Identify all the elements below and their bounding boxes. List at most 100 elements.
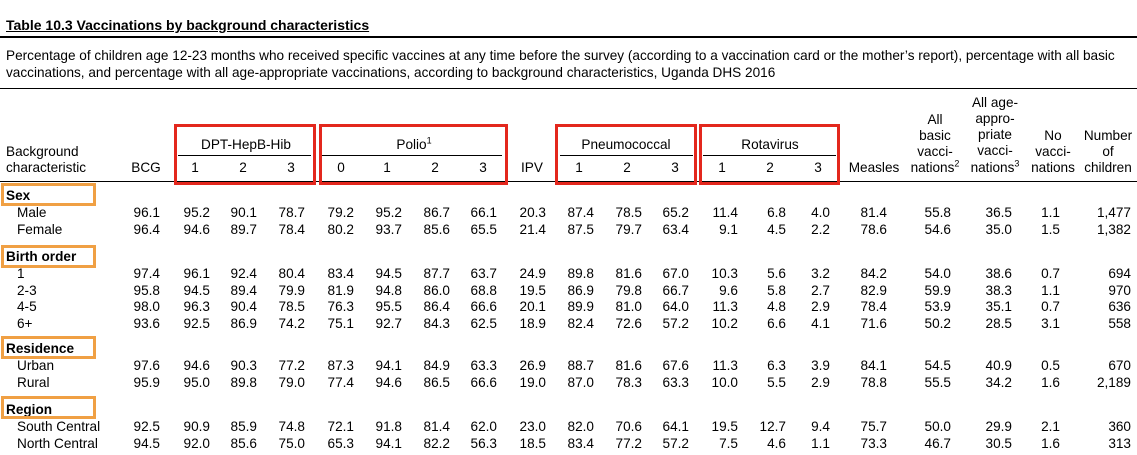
table-cell: 86.7 bbox=[423, 205, 450, 220]
title-rule bbox=[0, 36, 1137, 38]
header-no-vacc-line: nations bbox=[1031, 160, 1075, 175]
table-cell: 74.2 bbox=[278, 315, 305, 331]
table-cell: 93.6 bbox=[133, 315, 160, 331]
row-label: Female bbox=[17, 221, 63, 237]
table-cell: 35.1 bbox=[985, 299, 1012, 314]
table-cell: 89.8 bbox=[230, 374, 257, 390]
table-cell: 54.5 bbox=[924, 358, 951, 373]
table-title: Table 10.3 Vaccinations by background ch… bbox=[6, 17, 370, 33]
row-label: 4-5 bbox=[17, 299, 37, 314]
table-cell: 63.3 bbox=[470, 358, 497, 373]
table-cell: 68.8 bbox=[470, 282, 497, 298]
table-cell: 34.2 bbox=[985, 374, 1012, 390]
table-cell: 81.6 bbox=[615, 358, 642, 373]
table-cell: 81.0 bbox=[615, 299, 642, 314]
header-all-age-line: nations3 bbox=[970, 158, 1020, 175]
table-cell: 85.6 bbox=[230, 435, 257, 451]
pneumococcal-highlight-box bbox=[555, 124, 697, 185]
header-dpt-dose: 1 bbox=[191, 160, 199, 175]
table-cell: 85.9 bbox=[230, 419, 257, 434]
table-cell: 79.9 bbox=[278, 282, 305, 298]
header-rota-dose: 1 bbox=[718, 160, 726, 175]
row-label: 1 bbox=[17, 266, 25, 281]
header-number-line: of bbox=[1102, 144, 1114, 159]
table-cell: 6.8 bbox=[767, 205, 786, 220]
table-cell: 81.4 bbox=[423, 419, 450, 434]
table-cell: 12.7 bbox=[759, 419, 786, 434]
table-cell: 11.4 bbox=[712, 205, 738, 220]
header-group-rotavirus: Rotavirus bbox=[741, 137, 799, 152]
table-cell: 1,382 bbox=[1096, 221, 1131, 237]
table-cell: 82.4 bbox=[567, 315, 594, 331]
table-cell: 78.6 bbox=[860, 221, 887, 237]
table-cell: 19.0 bbox=[519, 374, 546, 390]
rotavirus-underline bbox=[703, 155, 836, 156]
section-header: Birth order bbox=[6, 249, 77, 264]
table-cell: 72.6 bbox=[615, 315, 642, 331]
header-group-dpt: DPT-HepB-Hib bbox=[201, 137, 291, 152]
table-cell: 4.1 bbox=[811, 315, 830, 331]
header-group-polio: Polio1 bbox=[396, 135, 432, 152]
table-cell: 90.4 bbox=[230, 299, 257, 314]
table-cell: 95.2 bbox=[375, 205, 402, 220]
table-cell: 94.1 bbox=[375, 358, 402, 373]
table-cell: 4.8 bbox=[767, 299, 786, 314]
sex-highlight-box bbox=[1, 183, 96, 206]
table-cell: 38.6 bbox=[985, 266, 1012, 281]
table-cell: 87.4 bbox=[567, 205, 594, 220]
table-cell: 62.5 bbox=[470, 315, 497, 331]
table-cell: 9.6 bbox=[719, 282, 738, 298]
header-measles: Measles bbox=[848, 160, 900, 175]
table-cell: 2.2 bbox=[811, 221, 830, 237]
table-cell: 89.9 bbox=[567, 299, 594, 314]
table-cell: 11.3 bbox=[712, 358, 738, 373]
table-cell: 64.0 bbox=[662, 299, 689, 314]
header-pneumo-dose: 2 bbox=[623, 160, 631, 175]
table-cell: 2.9 bbox=[811, 299, 830, 314]
table-cell: 86.9 bbox=[230, 315, 257, 331]
table-cell: 89.8 bbox=[567, 266, 594, 281]
table-cell: 94.5 bbox=[375, 266, 402, 281]
header-rule bbox=[0, 181, 1137, 182]
table-cell: 9.1 bbox=[719, 221, 738, 237]
table-cell: 96.1 bbox=[133, 205, 160, 220]
table-cell: 4.5 bbox=[767, 221, 786, 237]
table-cell: 70.6 bbox=[615, 419, 642, 434]
rotavirus-highlight-box bbox=[699, 124, 840, 185]
table-cell: 56.3 bbox=[470, 435, 497, 451]
table-cell: 93.7 bbox=[375, 221, 402, 237]
table-cell: 558 bbox=[1108, 315, 1131, 331]
table-cell: 77.2 bbox=[278, 358, 305, 373]
table-cell: 81.6 bbox=[615, 266, 642, 281]
table-cell: 636 bbox=[1108, 299, 1131, 314]
table-cell: 66.6 bbox=[470, 299, 497, 314]
table-cell: 57.2 bbox=[662, 315, 689, 331]
table-cell: 92.0 bbox=[183, 435, 210, 451]
table-cell: 4.0 bbox=[811, 205, 830, 220]
table-cell: 360 bbox=[1108, 419, 1131, 434]
table-cell: 59.9 bbox=[924, 282, 951, 298]
table-cell: 62.0 bbox=[470, 419, 497, 434]
table-cell: 95.9 bbox=[133, 374, 160, 390]
table-cell: 83.4 bbox=[327, 266, 354, 281]
table-cell: 20.3 bbox=[519, 205, 546, 220]
table-cell: 3.2 bbox=[811, 266, 830, 281]
table-cell: 77.2 bbox=[615, 435, 642, 451]
table-cell: 84.9 bbox=[423, 358, 450, 373]
table-cell: 4.6 bbox=[767, 435, 786, 451]
header-all-age-line: priate bbox=[977, 127, 1012, 142]
header-all-basic-line: nations2 bbox=[910, 158, 960, 175]
table-cell: 1.6 bbox=[1041, 435, 1060, 451]
table-cell: 81.9 bbox=[327, 282, 354, 298]
table-cell: 73.3 bbox=[860, 435, 887, 451]
header-ipv: IPV bbox=[521, 160, 543, 175]
header-number-line: children bbox=[1084, 160, 1132, 175]
table-cell: 86.5 bbox=[423, 374, 450, 390]
table-cell: 18.5 bbox=[519, 435, 546, 451]
table-cell: 78.3 bbox=[615, 374, 642, 390]
header-all-age-line: All age- bbox=[971, 95, 1019, 110]
table-cell: 84.2 bbox=[860, 266, 887, 281]
table-description: Percentage of children age 12-23 months … bbox=[6, 48, 1115, 80]
table-cell: 10.2 bbox=[711, 315, 738, 331]
table-cell: 63.3 bbox=[662, 374, 689, 390]
